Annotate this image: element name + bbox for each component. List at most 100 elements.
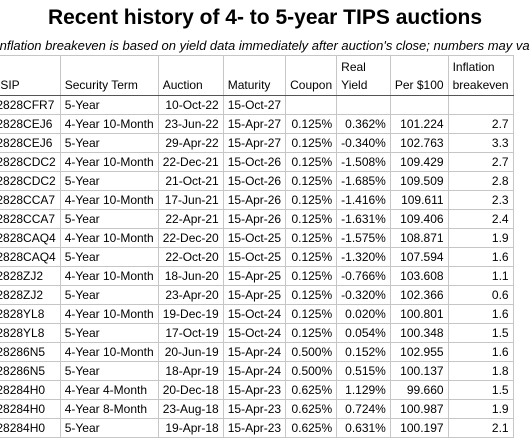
cell-auction[interactable]: 19-Dec-19 <box>157 304 224 324</box>
cell-inflation-breakeven[interactable]: 3.3 <box>447 133 514 153</box>
cell-maturity[interactable]: 15-Apr-26 <box>222 190 287 210</box>
cell-security-term[interactable]: 4-Year 4-Month <box>59 380 159 400</box>
cell-maturity[interactable]: 15-Apr-24 <box>222 342 287 362</box>
cell-per100[interactable]: 100.801 <box>389 304 449 324</box>
cell-real-yield[interactable]: -1.685% <box>336 171 391 191</box>
cell-coupon[interactable]: 0.500% <box>285 342 338 362</box>
cell-cusip[interactable]: 912828CCA7 <box>0 209 61 229</box>
cell-auction[interactable]: 22-Dec-20 <box>157 228 224 248</box>
cell-per100[interactable]: 109.429 <box>389 152 449 172</box>
cell-inflation-breakeven[interactable]: 1.6 <box>447 304 514 324</box>
cell-coupon[interactable]: 0.500% <box>285 361 338 381</box>
col-header-auction[interactable]: Auction <box>157 55 224 96</box>
cell-security-term[interactable]: 5-Year <box>59 285 159 305</box>
cell-cusip[interactable]: 912828CDC2 <box>0 171 61 191</box>
cell-per100[interactable]: 108.871 <box>389 228 449 248</box>
cell-inflation-breakeven[interactable]: 2.3 <box>447 190 514 210</box>
cell-inflation-breakeven[interactable]: 2.4 <box>447 209 514 229</box>
cell-security-term[interactable]: 5-Year <box>59 418 159 438</box>
cell-security-term[interactable]: 4-Year 10-Month <box>59 266 159 286</box>
cell-auction[interactable]: 21-Oct-21 <box>157 171 224 191</box>
cell-security-term[interactable]: 5-Year <box>59 361 159 381</box>
cell-coupon[interactable]: 0.125% <box>285 304 338 324</box>
cell-coupon[interactable]: 0.125% <box>285 323 338 343</box>
cell-auction[interactable]: 18-Jun-20 <box>157 266 224 286</box>
cell-maturity[interactable]: 15-Apr-27 <box>222 133 287 153</box>
cell-maturity[interactable]: 15-Oct-24 <box>222 304 287 324</box>
col-header-coupon[interactable]: Coupon <box>285 55 338 96</box>
cell-auction[interactable]: 20-Jun-19 <box>157 342 224 362</box>
cell-cusip[interactable]: 912828YL8 <box>0 304 61 324</box>
cell-coupon[interactable]: 0.125% <box>285 285 338 305</box>
cell-real-yield[interactable]: 0.054% <box>336 323 391 343</box>
cell-real-yield[interactable]: -0.766% <box>336 266 391 286</box>
cell-inflation-breakeven[interactable]: 2.8 <box>447 171 514 191</box>
cell-inflation-breakeven[interactable]: 1.9 <box>447 399 514 419</box>
col-header-per100[interactable]: Per $100 <box>389 55 449 96</box>
cell-per100[interactable]: 109.509 <box>389 171 449 191</box>
cell-per100[interactable]: 100.348 <box>389 323 449 343</box>
cell-security-term[interactable]: 5-Year <box>59 323 159 343</box>
cell-security-term[interactable]: 5-Year <box>59 95 159 115</box>
cell-per100[interactable] <box>389 95 449 115</box>
cell-maturity[interactable]: 15-Apr-25 <box>222 285 287 305</box>
cell-inflation-breakeven[interactable]: 1.5 <box>447 323 514 343</box>
cell-real-yield[interactable]: 0.724% <box>336 399 391 419</box>
cell-inflation-breakeven[interactable]: 1.8 <box>447 361 514 381</box>
cell-coupon[interactable]: 0.625% <box>285 380 338 400</box>
cell-security-term[interactable]: 4-Year 10-Month <box>59 304 159 324</box>
cell-cusip[interactable]: 912828ZJ2 <box>0 285 61 305</box>
cell-maturity[interactable]: 15-Apr-26 <box>222 209 287 229</box>
cell-coupon[interactable]: 0.125% <box>285 171 338 191</box>
cell-auction[interactable]: 10-Oct-22 <box>157 95 224 115</box>
cell-coupon[interactable]: 0.125% <box>285 152 338 172</box>
cell-inflation-breakeven[interactable]: 2.7 <box>447 152 514 172</box>
cell-security-term[interactable]: 4-Year 8-Month <box>59 399 159 419</box>
cell-inflation-breakeven[interactable] <box>447 95 514 115</box>
cell-inflation-breakeven[interactable]: 2.1 <box>447 418 514 438</box>
cell-cusip[interactable]: 912828CCA7 <box>0 190 61 210</box>
col-header-security-term[interactable]: Security Term <box>59 55 159 96</box>
cell-coupon[interactable]: 0.125% <box>285 190 338 210</box>
col-header-maturity[interactable]: Maturity <box>222 55 287 96</box>
cell-coupon[interactable]: 0.125% <box>285 209 338 229</box>
cell-auction[interactable]: 19-Apr-18 <box>157 418 224 438</box>
cell-auction[interactable]: 22-Dec-21 <box>157 152 224 172</box>
cell-real-yield[interactable]: -1.320% <box>336 247 391 267</box>
cell-maturity[interactable]: 15-Oct-25 <box>222 247 287 267</box>
cell-auction[interactable]: 18-Apr-19 <box>157 361 224 381</box>
cell-security-term[interactable]: 4-Year 10-Month <box>59 152 159 172</box>
cell-cusip[interactable]: 912828CAQ4 <box>0 228 61 248</box>
cell-per100[interactable]: 101.224 <box>389 114 449 134</box>
cell-security-term[interactable]: 4-Year 10-Month <box>59 190 159 210</box>
cell-inflation-breakeven[interactable]: 1.5 <box>447 380 514 400</box>
cell-per100[interactable]: 100.197 <box>389 418 449 438</box>
cell-auction[interactable]: 17-Oct-19 <box>157 323 224 343</box>
cell-real-yield[interactable]: 0.020% <box>336 304 391 324</box>
cell-inflation-breakeven[interactable]: 1.9 <box>447 228 514 248</box>
cell-cusip[interactable]: 9128284H0 <box>0 399 61 419</box>
cell-inflation-breakeven[interactable]: 0.6 <box>447 285 514 305</box>
cell-maturity[interactable]: 15-Oct-24 <box>222 323 287 343</box>
cell-auction[interactable]: 23-Apr-20 <box>157 285 224 305</box>
cell-maturity[interactable]: 15-Apr-25 <box>222 266 287 286</box>
cell-maturity[interactable]: 15-Apr-27 <box>222 114 287 134</box>
cell-coupon[interactable]: 0.125% <box>285 228 338 248</box>
cell-per100[interactable]: 107.594 <box>389 247 449 267</box>
cell-maturity[interactable]: 15-Apr-23 <box>222 418 287 438</box>
cell-cusip[interactable]: 9128284H0 <box>0 418 61 438</box>
cell-cusip[interactable]: 9128286N5 <box>0 361 61 381</box>
cell-coupon[interactable]: 0.125% <box>285 266 338 286</box>
cell-auction[interactable]: 17-Jun-21 <box>157 190 224 210</box>
col-header-real-yield[interactable]: Real Yield <box>336 55 391 96</box>
cell-real-yield[interactable]: -1.631% <box>336 209 391 229</box>
cell-maturity[interactable]: 15-Oct-26 <box>222 171 287 191</box>
cell-inflation-breakeven[interactable]: 1.6 <box>447 247 514 267</box>
col-header-inflation-breakeven[interactable]: Inflation breakeven <box>447 55 514 96</box>
cell-per100[interactable]: 109.406 <box>389 209 449 229</box>
cell-inflation-breakeven[interactable]: 1.6 <box>447 342 514 362</box>
cell-real-yield[interactable]: -1.575% <box>336 228 391 248</box>
cell-real-yield[interactable]: 1.129% <box>336 380 391 400</box>
cell-cusip[interactable]: 912828CFR7 <box>0 95 61 115</box>
cell-coupon[interactable]: 0.625% <box>285 418 338 438</box>
